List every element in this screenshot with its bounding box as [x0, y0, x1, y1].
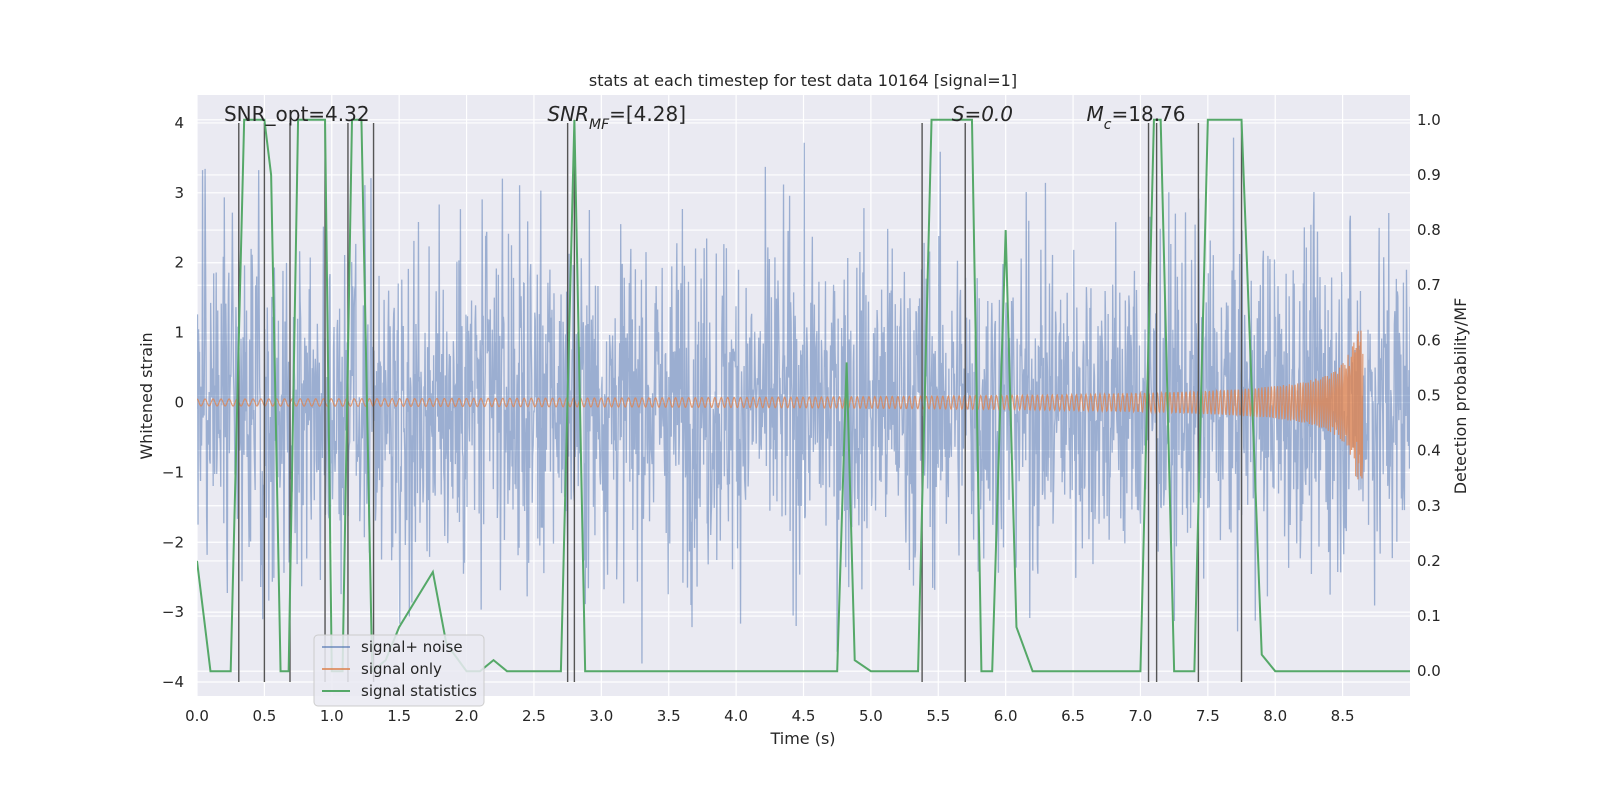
x-tick-label: 3.5 — [657, 707, 681, 725]
y-axis-title: Whitened strain — [137, 332, 156, 459]
y-right-tick-label: 0.3 — [1417, 497, 1441, 515]
y-tick-label: −1 — [162, 463, 184, 481]
y-axis-ticks: −4 −3 −2 −1 0 1 2 3 4 — [162, 114, 184, 691]
x-tick-label: 6.5 — [1061, 707, 1085, 725]
legend-label-signal-statistics: signal statistics — [361, 682, 477, 700]
y-tick-label: −3 — [162, 603, 184, 621]
y-right-tick-label: 0.6 — [1417, 331, 1441, 349]
y-right-tick-label: 0.1 — [1417, 607, 1441, 625]
x-tick-label: 1.0 — [320, 707, 344, 725]
y-right-tick-label: 0.0 — [1417, 662, 1441, 680]
chart-title: stats at each timestep for test data 101… — [589, 71, 1017, 90]
x-tick-label: 2.0 — [455, 707, 479, 725]
x-axis-title: Time (s) — [769, 729, 835, 748]
x-tick-label: 5.0 — [859, 707, 883, 725]
y-right-tick-label: 0.8 — [1417, 221, 1441, 239]
y-tick-label: 2 — [174, 254, 184, 272]
y-tick-label: 3 — [174, 184, 184, 202]
x-tick-label: 8.5 — [1331, 707, 1355, 725]
x-tick-label: 7.5 — [1196, 707, 1220, 725]
x-tick-label: 7.0 — [1129, 707, 1153, 725]
y-axis-right-title: Detection probability/MF — [1451, 298, 1470, 495]
series-signal-noise — [197, 137, 1410, 664]
x-tick-label: 2.5 — [522, 707, 546, 725]
x-tick-label: 5.5 — [926, 707, 950, 725]
y-tick-label: −4 — [162, 673, 184, 691]
annotation-0: SNR_opt=4.32 — [224, 102, 370, 126]
legend: signal+ noise signal only signal statist… — [313, 634, 485, 707]
y-right-tick-label: 0.7 — [1417, 276, 1441, 294]
x-tick-label: 8.0 — [1263, 707, 1287, 725]
line-signal-noise — [197, 137, 1410, 664]
annotation-1: SNRMF=[4.28] — [547, 102, 686, 133]
y-right-tick-label: 0.2 — [1417, 552, 1441, 570]
y-tick-label: −2 — [162, 533, 184, 551]
annotations: SNR_opt=4.32 SNRMF=[4.28] S=0.0 Mc=18.76 — [224, 102, 1186, 133]
y-tick-label: 4 — [174, 114, 184, 132]
y-axis-right-ticks: 0.0 0.1 0.2 0.3 0.4 0.5 0.6 0.7 0.8 0.9 1.0 — [1417, 111, 1441, 680]
y-tick-label: 1 — [174, 324, 184, 342]
x-tick-label: 0.5 — [252, 707, 276, 725]
y-right-tick-label: 0.5 — [1417, 387, 1441, 405]
x-tick-label: 0.0 — [185, 707, 209, 725]
legend-label-signal-only: signal only — [361, 660, 442, 678]
annotation-2: S=0.0 — [952, 102, 1013, 126]
x-tick-label: 4.0 — [724, 707, 748, 725]
x-tick-label: 3.0 — [589, 707, 613, 725]
y-right-tick-label: 0.9 — [1417, 166, 1441, 184]
series-signal-statistics — [197, 118, 1410, 674]
x-tick-label: 1.5 — [387, 707, 411, 725]
x-axis-ticks: 0.0 0.5 1.0 1.5 2.0 2.5 3.0 3.5 4.0 4.5 5.0 5.5 6.0 6… — [185, 707, 1354, 725]
y-right-tick-label: 0.4 — [1417, 442, 1441, 460]
y-tick-label: 0 — [174, 393, 184, 411]
legend-box — [313, 634, 485, 707]
x-tick-label: 6.0 — [994, 707, 1018, 725]
y-right-tick-label: 1.0 — [1417, 111, 1441, 129]
line-signal-statistics — [197, 118, 1410, 674]
legend-label-signal-noise: signal+ noise — [361, 638, 463, 656]
annotation-3: Mc=18.76 — [1087, 102, 1186, 133]
x-tick-label: 4.5 — [792, 707, 816, 725]
